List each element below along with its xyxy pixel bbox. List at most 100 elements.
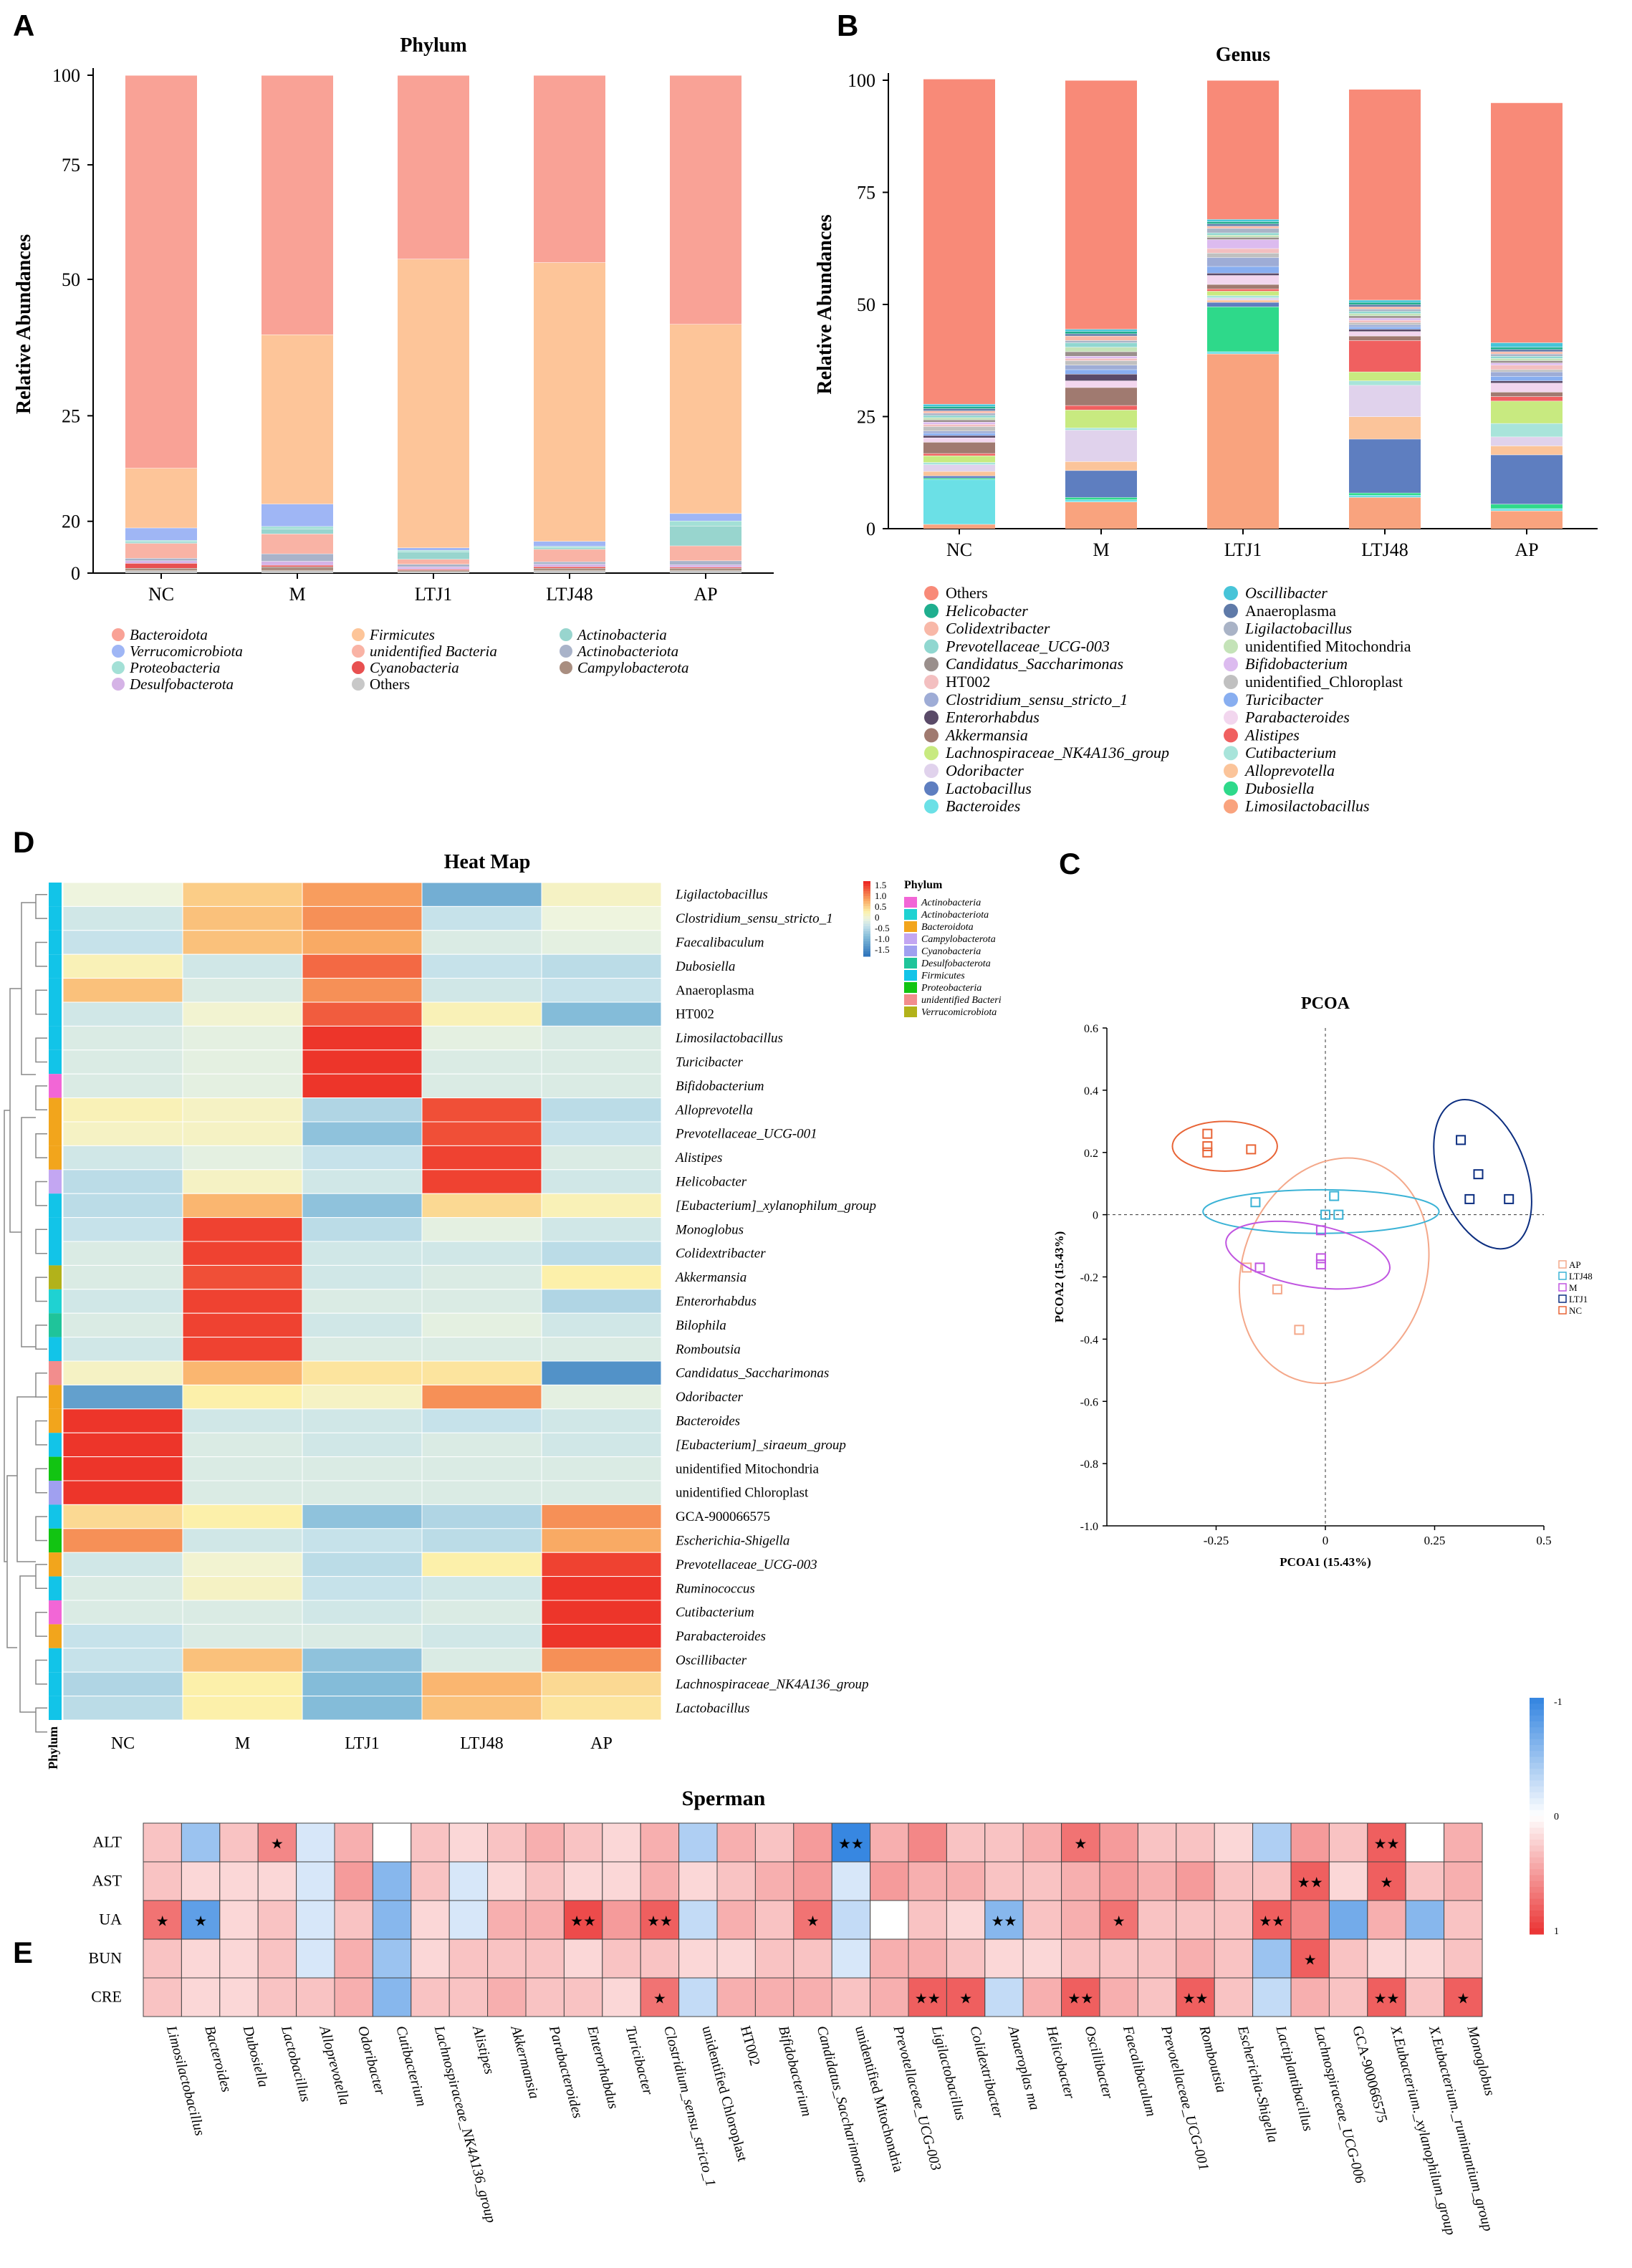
legend-label: NC (1569, 1305, 1582, 1316)
significance-star: ★ (1381, 1875, 1393, 1891)
heatmap-cell (1022, 1861, 1062, 1901)
legend-title: Phylum (904, 879, 943, 891)
heatmap-cell (754, 1861, 795, 1901)
heatmap-cell (487, 1938, 527, 1979)
phylum-annotation (49, 1361, 62, 1385)
data-point (1242, 1262, 1252, 1273)
heatmap-cell (421, 882, 542, 907)
heatmap-cell (302, 1073, 423, 1099)
row-label: Cutibacterium (676, 1605, 754, 1620)
heatmap-cell (182, 930, 303, 955)
phylum-annotation (49, 1433, 62, 1457)
color-scale-step (1530, 1786, 1544, 1793)
legend-label: Lachnospiraceae_NK4A136_group (945, 744, 1169, 761)
bar-segment (923, 464, 995, 471)
x-tick-label: LTJ48 (546, 584, 593, 605)
heatmap-cell (182, 1337, 303, 1362)
color-scale-step (863, 918, 870, 922)
legend-swatch (924, 586, 939, 600)
color-scale-step (1530, 1798, 1544, 1805)
legend-label: LTJ1 (1569, 1294, 1588, 1304)
phylum-annotation (49, 1241, 62, 1266)
heatmap-cell (372, 1900, 412, 1940)
bar-segment (1065, 358, 1137, 361)
heatmap-cell (421, 1384, 542, 1410)
bar-segment (923, 462, 995, 465)
heatmap-cell (219, 1900, 259, 1940)
bar-segment (398, 566, 469, 570)
heatmap-cell (946, 1861, 986, 1901)
heatmap-cell (1176, 1861, 1215, 1901)
row-annotation-label: Phylum (46, 1726, 60, 1769)
heatmap-cell (302, 930, 423, 955)
heatmap-cell (716, 1977, 756, 2017)
color-scale-step (1530, 1827, 1544, 1835)
heatmap-cell (1444, 1977, 1483, 2017)
row-label: GCA-900066575 (676, 1509, 770, 1524)
heatmap-cell (1022, 1822, 1062, 1863)
heatmap-cell (870, 1900, 909, 1940)
bar-segment (1491, 371, 1563, 377)
bar-segment (534, 562, 605, 564)
heatmap-cell (143, 1900, 182, 1940)
heatmap-cell (302, 1671, 423, 1697)
heatmap-cell (257, 1977, 297, 2017)
color-scale-step (1530, 1898, 1544, 1906)
bar-segment (1349, 497, 1421, 529)
heatmap-cell (421, 1193, 542, 1219)
phylum-annotation (49, 1337, 62, 1361)
legend-swatch (904, 946, 917, 956)
heatmap-cell (334, 1861, 373, 1901)
bar-segment (1491, 400, 1563, 423)
heatmap-cell (754, 1977, 795, 2017)
phylum-annotation (49, 1169, 62, 1194)
bar-segment (1065, 501, 1137, 529)
heatmap-cell (182, 1456, 303, 1481)
column-label: Ligilactobacillus (928, 2024, 969, 2123)
heatmap-cell (62, 1025, 183, 1051)
color-scale-label: 1.5 (875, 880, 886, 890)
phylum-annotation (49, 1385, 62, 1409)
bar-segment (1065, 351, 1137, 356)
legend-label: HT002 (946, 673, 990, 691)
bar-segment (1349, 319, 1421, 323)
bar-segment (1065, 340, 1137, 343)
bar-segment (1207, 248, 1279, 254)
legend-swatch (1224, 710, 1238, 725)
bar-segment (1349, 385, 1421, 417)
bar-segment (1491, 360, 1563, 363)
row-label: unidentified Mitochondria (676, 1461, 820, 1476)
phylum-annotation (49, 978, 62, 1002)
bar-segment (261, 335, 333, 504)
legend-label: Anaeroplasma (1245, 602, 1336, 620)
heatmap-cell (62, 905, 183, 931)
bar-segment (261, 75, 333, 335)
heatmap-cell (62, 1241, 183, 1266)
color-scale-step (863, 948, 870, 952)
bar-segment (1065, 80, 1137, 330)
heatmap-cell (182, 1528, 303, 1553)
legend-swatch (1224, 621, 1238, 636)
bar-segment (1065, 329, 1137, 332)
bar-segment (1065, 335, 1137, 341)
heatmap-cell (1214, 1938, 1254, 1979)
legend-label: Enterorhabdus (945, 708, 1040, 726)
heatmap-cell (421, 1648, 542, 1673)
bar-segment (670, 324, 741, 514)
color-scale-step (1530, 1845, 1544, 1852)
bar-segment (534, 549, 605, 562)
legend-swatch (112, 661, 125, 674)
legend-swatch (904, 970, 917, 981)
row-label: Parabacteroides (675, 1629, 766, 1644)
bar-segment (398, 552, 469, 559)
heatmap-cell (62, 978, 183, 1003)
heatmap-cell (302, 1001, 423, 1027)
heatmap-cell (908, 1822, 947, 1863)
data-point (1202, 1147, 1213, 1158)
color-scale-step (1530, 1857, 1544, 1864)
legend-swatch (352, 661, 365, 674)
data-point (1254, 1262, 1265, 1273)
heatmap-cell (182, 1600, 303, 1625)
heatmap-cell (182, 1552, 303, 1577)
x-tick-label: AP (1515, 539, 1538, 560)
